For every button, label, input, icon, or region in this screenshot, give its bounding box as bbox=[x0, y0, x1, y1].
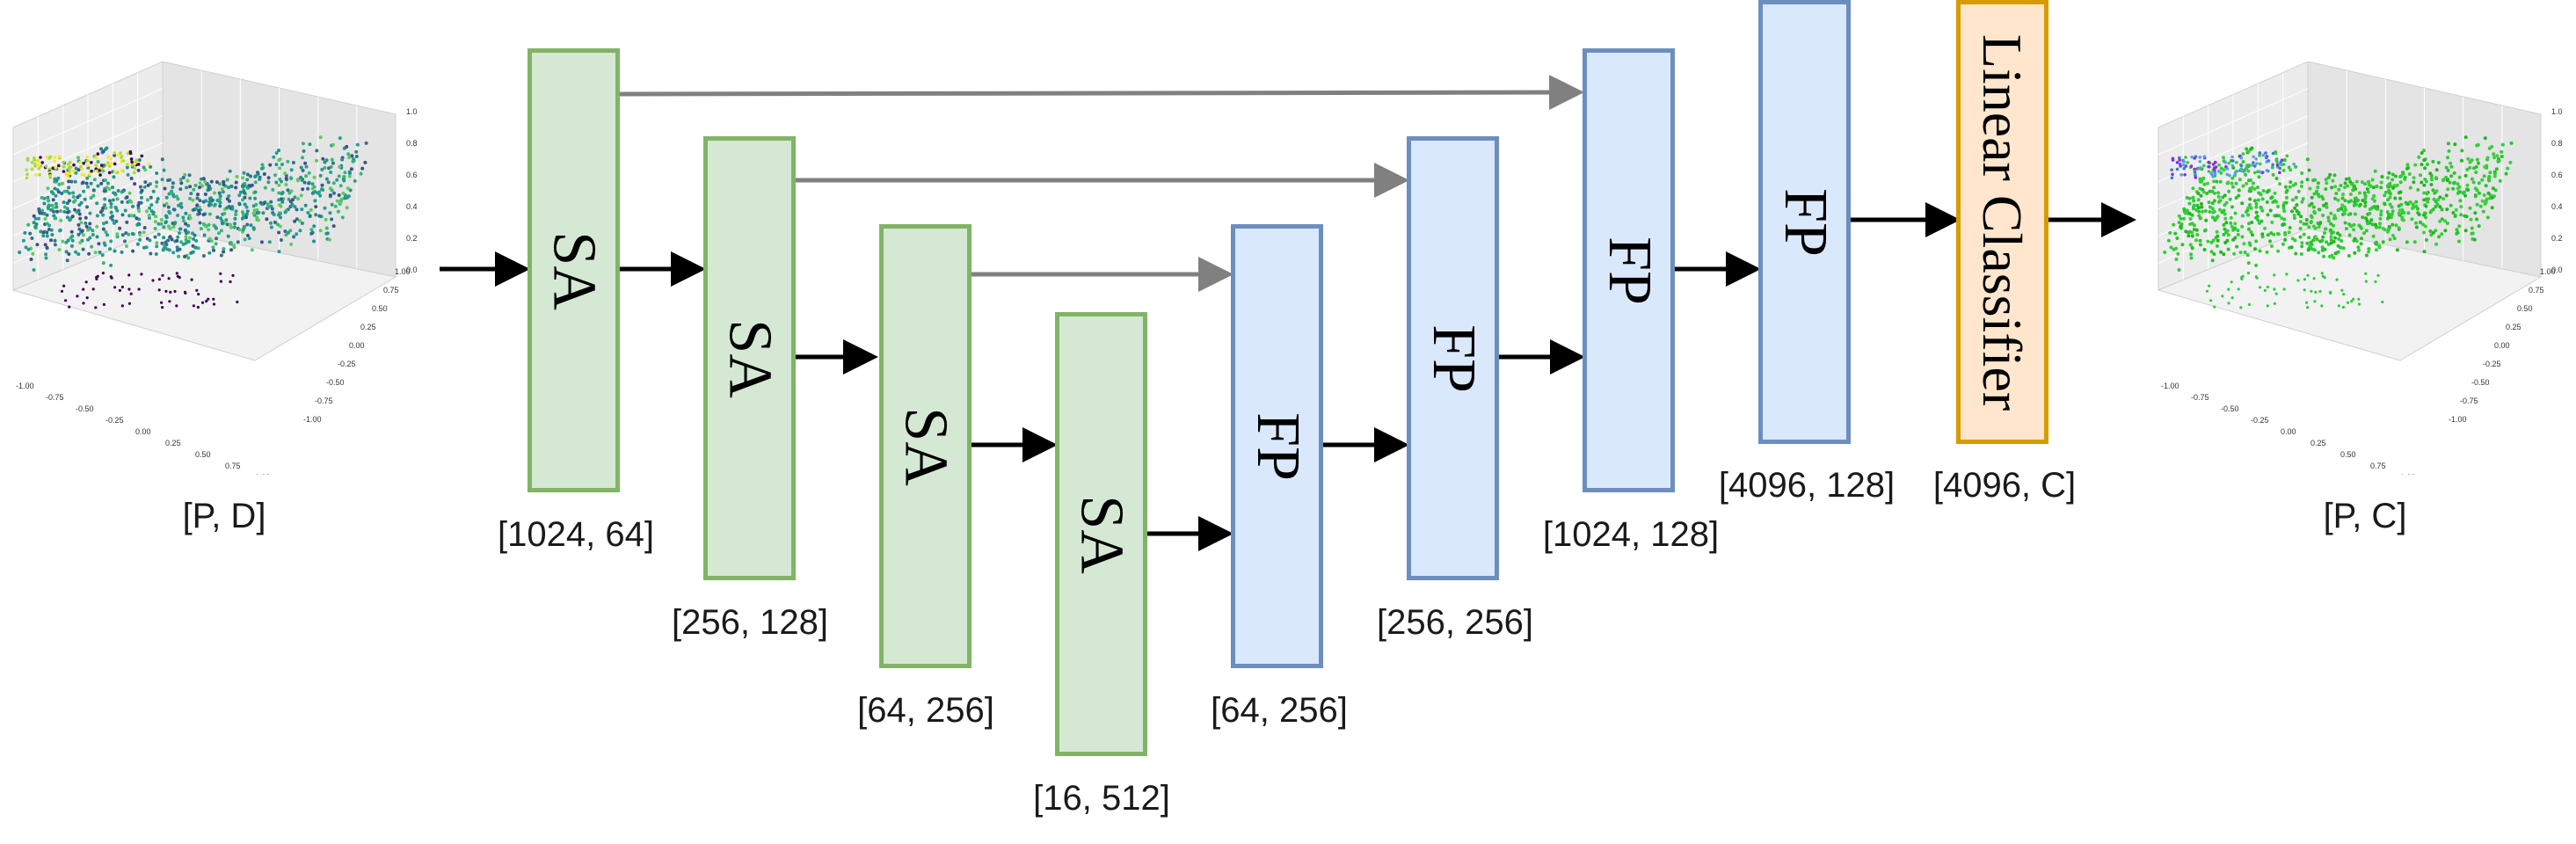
x-tick-label: 0.75 bbox=[225, 462, 241, 470]
sa-block-1-label: SA bbox=[540, 230, 608, 310]
fp-block-2-dims: [256, 256] bbox=[1377, 603, 1533, 642]
x-tick-label: -1.00 bbox=[16, 382, 34, 390]
z-tick-label: 0.6 bbox=[2551, 171, 2563, 179]
fp-block-2-label: FP bbox=[1419, 324, 1488, 393]
linear-classifier-label: Linear Classifier bbox=[1971, 33, 2034, 411]
x-tick-label: -0.75 bbox=[46, 393, 64, 402]
y-tick-label: -1.00 bbox=[303, 415, 322, 424]
y-tick-label: 0.25 bbox=[2506, 323, 2521, 331]
point-cloud-points bbox=[2163, 135, 2514, 309]
x-tick-label: 0.00 bbox=[2281, 427, 2296, 436]
z-tick-label: 0.6 bbox=[406, 171, 418, 179]
fp-block-1-dims: [64, 256] bbox=[1211, 691, 1348, 730]
y-tick-label: -0.25 bbox=[338, 360, 356, 368]
sa-block-3-label: SA bbox=[891, 406, 960, 486]
x-tick-label: -0.50 bbox=[2221, 404, 2239, 413]
fp-block-4: FP bbox=[1758, 0, 1851, 444]
output-point-cloud-plot: 0.0 0.2 0.4 0.6 0.8 1.0 -1.00 -0.75 -0.50 -0.25 0.… bbox=[2157, 62, 2563, 475]
z-tick-label: 0.2 bbox=[406, 234, 418, 243]
fp-block-3-dims: [1024, 128] bbox=[1542, 515, 1720, 554]
z-tick-label: 0.0 bbox=[2551, 266, 2563, 274]
sa-block-4: SA bbox=[1055, 312, 1147, 756]
y-tick-label: -0.25 bbox=[2483, 360, 2501, 368]
z-tick-label: 0.2 bbox=[2551, 234, 2563, 243]
z-tick-label: 1.0 bbox=[406, 107, 418, 116]
x-tick-label: 0.25 bbox=[2310, 439, 2326, 447]
x-tick-label: -0.75 bbox=[2191, 393, 2209, 402]
y-tick-label: 0.75 bbox=[383, 286, 399, 295]
fp-block-4-label: FP bbox=[1771, 187, 1839, 257]
sa-block-1-dims: [1024, 64] bbox=[498, 515, 654, 554]
sa-block-4-dims: [16, 512] bbox=[1033, 779, 1170, 818]
x-tick-label: -0.50 bbox=[76, 404, 94, 413]
x-tick-label: 0.50 bbox=[2340, 450, 2356, 459]
sa-block-4-label: SA bbox=[1067, 494, 1136, 574]
z-tick-label: 0.4 bbox=[2551, 202, 2563, 211]
fp-block-1: FP bbox=[1231, 224, 1323, 668]
fp-block-3: FP bbox=[1583, 48, 1675, 492]
x-tick-label: 0.25 bbox=[165, 439, 181, 447]
x-tick-label: -0.25 bbox=[2251, 416, 2269, 425]
fp-block-4-dims: [4096, 128] bbox=[1718, 466, 1896, 505]
sa-block-3-dims: [64, 256] bbox=[857, 691, 994, 730]
fp-block-3-label: FP bbox=[1595, 236, 1663, 305]
x-tick-label: -1.00 bbox=[2161, 382, 2179, 390]
x-tick-label: 0.00 bbox=[135, 427, 151, 436]
y-tick-label: -0.75 bbox=[2460, 397, 2478, 405]
z-tick-label: 0.8 bbox=[2551, 139, 2563, 148]
z-tick-label: 0.0 bbox=[406, 266, 418, 274]
input-shape-label: [P, D] bbox=[182, 497, 266, 535]
fp-block-1-label: FP bbox=[1243, 411, 1312, 481]
linear-classifier-dims: [4096, C] bbox=[1932, 466, 2077, 505]
x-tick-label: 0.50 bbox=[195, 450, 211, 459]
skip-arrow-1 bbox=[617, 75, 1584, 111]
y-tick-label: -1.00 bbox=[2449, 415, 2467, 424]
y-tick-label: 0.00 bbox=[349, 341, 365, 350]
sa-block-3: SA bbox=[879, 224, 971, 668]
y-tick-label: 1.00 bbox=[395, 267, 411, 276]
sa-block-2-dims: [256, 128] bbox=[672, 603, 828, 642]
y-tick-label: 0.50 bbox=[2517, 304, 2533, 313]
y-tick-label: 0.75 bbox=[2529, 286, 2544, 295]
point-cloud-points bbox=[18, 135, 368, 309]
y-tick-label: 0.50 bbox=[372, 304, 388, 313]
sa-block-2: SA bbox=[703, 136, 796, 580]
z-tick-label: 0.4 bbox=[406, 202, 418, 211]
input-point-cloud-plot: 0.0 0.2 0.4 0.6 0.8 1.0 -1.00 -0.75 -0.50 -0.25 0.… bbox=[11, 62, 418, 475]
x-tick-label: 1.00 bbox=[255, 473, 271, 475]
output-shape-label: [P, C] bbox=[2323, 497, 2407, 535]
fp-block-2: FP bbox=[1407, 136, 1499, 580]
linear-classifier-block: Linear Classifier bbox=[1956, 0, 2048, 444]
z-tick-label: 1.0 bbox=[2551, 107, 2563, 116]
plot-tick-labels: 0.0 0.2 0.4 0.6 0.8 1.0 -1.00 -0.75 -0.50 -0.25 0.… bbox=[16, 107, 418, 475]
x-tick-label: 0.75 bbox=[2370, 462, 2386, 470]
sa-block-2-label: SA bbox=[716, 318, 784, 398]
plot-tick-labels: 0.0 0.2 0.4 0.6 0.8 1.0 -1.00 -0.75 -0.50 -0.25 0.… bbox=[2161, 107, 2563, 475]
x-tick-label: 1.00 bbox=[2400, 473, 2416, 475]
y-tick-label: -0.75 bbox=[315, 397, 333, 405]
sa-block-1: SA bbox=[528, 48, 620, 492]
y-tick-label: -0.50 bbox=[2471, 378, 2490, 387]
z-tick-label: 0.8 bbox=[406, 139, 418, 148]
y-tick-label: 0.25 bbox=[360, 323, 376, 331]
y-tick-label: 0.00 bbox=[2494, 341, 2510, 350]
y-tick-label: -0.50 bbox=[326, 378, 345, 387]
y-tick-label: 1.00 bbox=[2540, 267, 2556, 276]
x-tick-label: -0.25 bbox=[106, 416, 124, 425]
